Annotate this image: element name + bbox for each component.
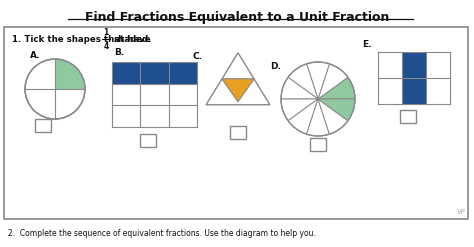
Circle shape xyxy=(25,59,85,119)
Bar xyxy=(112,62,197,84)
Text: C.: C. xyxy=(193,52,203,61)
Wedge shape xyxy=(281,77,318,99)
FancyBboxPatch shape xyxy=(4,27,468,219)
Text: D.: D. xyxy=(270,62,281,70)
Bar xyxy=(140,134,156,147)
Wedge shape xyxy=(288,99,318,134)
Wedge shape xyxy=(281,99,318,121)
Wedge shape xyxy=(318,99,355,121)
Wedge shape xyxy=(318,64,348,99)
Wedge shape xyxy=(318,77,355,99)
Wedge shape xyxy=(55,59,85,89)
Bar xyxy=(230,126,246,139)
Text: 4: 4 xyxy=(103,41,109,50)
Bar xyxy=(400,110,416,123)
Text: A.: A. xyxy=(30,50,40,60)
Text: Find Fractions Equivalent to a Unit Fraction: Find Fractions Equivalent to a Unit Frac… xyxy=(85,11,389,24)
Text: E.: E. xyxy=(362,40,372,48)
Wedge shape xyxy=(288,64,318,99)
Text: 2.  Complete the sequence of equivalent fractions. Use the diagram to help you.: 2. Complete the sequence of equivalent f… xyxy=(8,228,316,238)
Bar xyxy=(310,138,326,151)
Text: VP: VP xyxy=(457,209,466,215)
Bar xyxy=(402,52,426,104)
Polygon shape xyxy=(222,79,254,102)
Text: B.: B. xyxy=(114,47,124,57)
Text: 1: 1 xyxy=(103,27,109,37)
Text: shaded.: shaded. xyxy=(114,35,153,43)
Bar xyxy=(35,119,51,132)
Wedge shape xyxy=(307,99,329,136)
Wedge shape xyxy=(307,62,329,99)
Text: 1. Tick the shapes that have: 1. Tick the shapes that have xyxy=(12,35,151,43)
Polygon shape xyxy=(206,53,270,105)
Wedge shape xyxy=(318,99,348,134)
